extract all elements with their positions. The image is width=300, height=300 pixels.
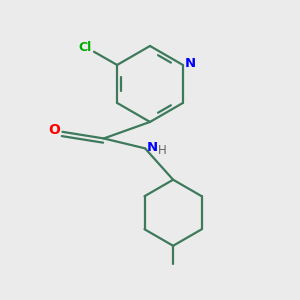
Text: N: N <box>147 141 158 154</box>
Text: H: H <box>158 145 167 158</box>
Text: N: N <box>184 57 196 70</box>
Text: O: O <box>48 123 60 137</box>
Text: Cl: Cl <box>78 41 92 54</box>
